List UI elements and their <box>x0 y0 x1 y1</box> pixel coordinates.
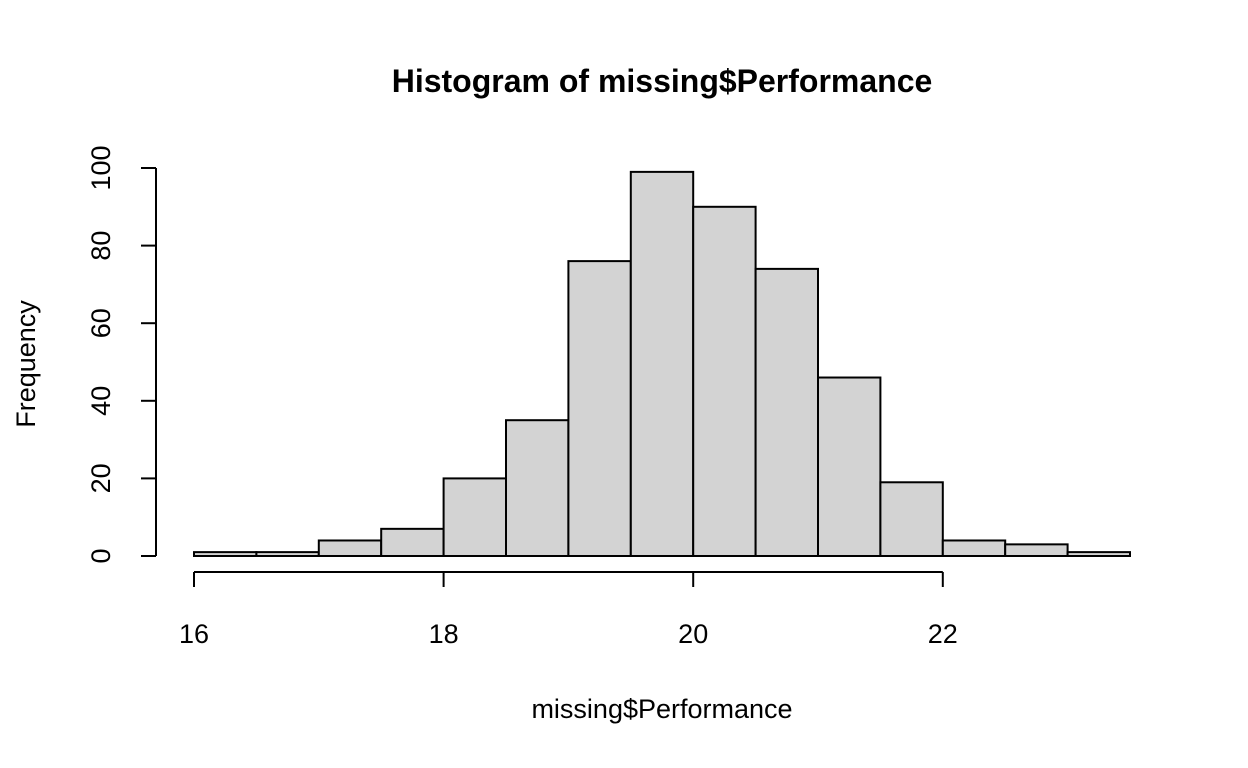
y-tick-label: 0 <box>86 548 116 563</box>
histogram-bar <box>941 539 1007 557</box>
bars-group <box>193 170 1131 558</box>
x-tick-label: 22 <box>928 619 958 649</box>
histogram-bar <box>317 539 383 557</box>
histogram-bar <box>1066 551 1131 557</box>
histogram-bar <box>567 260 632 557</box>
y-axis: 0 20 40 60 80 100 <box>86 145 157 564</box>
y-tick-label: 80 <box>86 231 116 261</box>
histogram-bar <box>505 419 570 558</box>
histogram-bar <box>817 376 882 557</box>
histogram-bar <box>1004 543 1069 557</box>
x-tick-label: 18 <box>429 619 459 649</box>
histogram-bar <box>380 527 445 558</box>
histogram-bar <box>629 170 695 557</box>
x-tick-label: 16 <box>179 619 209 649</box>
histogram-bar <box>255 551 320 557</box>
chart-title: Histogram of missing$Performance <box>392 63 933 99</box>
y-tick-label: 100 <box>86 145 116 190</box>
x-axis: 16 18 20 22 <box>179 571 958 649</box>
x-axis-label: missing$Performance <box>531 694 792 724</box>
histogram-bar <box>879 481 944 557</box>
y-tick-label: 60 <box>86 308 116 338</box>
histogram-bar <box>193 551 258 557</box>
x-tick-label: 20 <box>678 619 708 649</box>
y-tick-label: 20 <box>86 463 116 493</box>
histogram-bar <box>754 267 819 557</box>
y-axis-label: Frequency <box>11 300 41 428</box>
histogram-bar <box>442 477 508 557</box>
histogram-bar <box>692 205 757 558</box>
y-tick-label: 40 <box>86 386 116 416</box>
